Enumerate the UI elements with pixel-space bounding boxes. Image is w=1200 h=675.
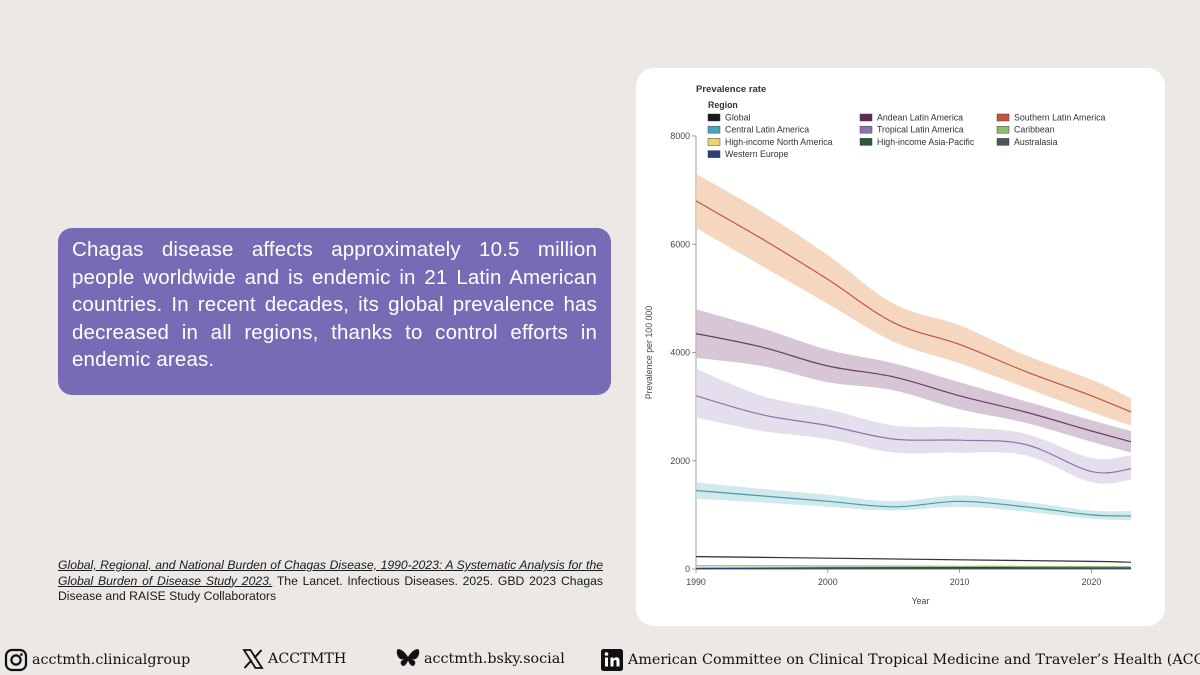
x-icon (242, 648, 264, 670)
legend-label-global: Global (725, 113, 750, 123)
y-tick-label-2000: 2000 (670, 456, 690, 466)
band-southern-latin-america (696, 173, 1131, 426)
instagram-handle: acctmth.clinicalgroup (32, 652, 191, 668)
linkedin-icon (600, 648, 624, 672)
y-tick-label-4000: 4000 (670, 348, 690, 358)
x-axis-label: Year (912, 596, 930, 606)
legend-label-andean-latin-america: Andean Latin America (877, 113, 963, 123)
legend-item-australasia: Australasia (996, 137, 1058, 147)
legend-swatch-high-income-asia-pacific (859, 138, 873, 146)
prevalence-chart: Prevalence rate Region Global Andean Latin … (644, 84, 1132, 606)
instagram-icon (4, 648, 28, 672)
legend-label-australasia: Australasia (1014, 137, 1058, 147)
legend-label-high-income-north-america: High-income North America (725, 137, 833, 147)
legend-label-western-europe: Western Europe (725, 149, 789, 159)
x-tick-label-2000: 2000 (818, 577, 838, 587)
y-tick-label-6000: 6000 (670, 239, 690, 249)
footer-bluesky[interactable]: acctmth.bsky.social (396, 648, 565, 670)
legend-swatch-high-income-north-america (707, 138, 721, 146)
band-tropical-latin-america (696, 368, 1131, 484)
legend-title: Region (708, 100, 738, 110)
legend-swatch-andean-latin-america (859, 113, 873, 122)
x-tick-label-2010: 2010 (950, 577, 970, 587)
info-card: Chagas disease affects approximately 10.… (58, 228, 611, 395)
footer-x[interactable]: ACCTMTH (242, 648, 346, 670)
band-andean-latin-america (696, 309, 1131, 453)
line-western-europe (695, 566, 1132, 570)
legend-item-high-income-asia-pacific: High-income Asia-Pacific (859, 137, 975, 147)
bluesky-handle: acctmth.bsky.social (424, 651, 565, 667)
x-handle: ACCTMTH (268, 651, 347, 667)
linkedin-name: American Committee on Clinical Tropical … (628, 652, 1200, 668)
legend-label-high-income-asia-pacific: High-income Asia-Pacific (877, 137, 975, 147)
legend-item-tropical-latin-america: Tropical Latin America (859, 125, 964, 135)
y-tick-label-0: 0 (685, 564, 690, 574)
y-axis-label: Prevalence per 100 000 (644, 306, 654, 400)
legend-item-caribbean: Caribbean (996, 125, 1055, 135)
line-caribbean (695, 565, 1132, 568)
legend-label-southern-latin-america: Southern Latin America (1014, 113, 1106, 123)
legend-swatch-southern-latin-america (996, 113, 1010, 122)
band-central-latin-america (696, 482, 1131, 521)
info-text: Chagas disease affects approximately 10.… (72, 238, 597, 371)
chart-card: Prevalence rate Region Global Andean Latin … (636, 68, 1165, 626)
citation-rest: The Lancet. Infectious Diseases. 2025. G… (58, 573, 603, 604)
citation-link[interactable]: Global, Regional, and National Burden of… (58, 558, 603, 588)
legend-swatch-central-latin-america (707, 125, 721, 134)
legend-label-caribbean: Caribbean (1014, 125, 1055, 135)
legend-swatch-global (707, 113, 721, 122)
footer-linkedin[interactable]: American Committee on Clinical Tropical … (600, 648, 1200, 672)
legend-swatch-tropical-latin-america (859, 125, 873, 134)
footer-instagram[interactable]: acctmth.clinicalgroup (4, 648, 190, 672)
butterfly-icon (396, 648, 420, 670)
legend-swatch-western-europe (707, 150, 721, 158)
footer: acctmth.clinicalgroup ACCTMTH acctmth.bs… (0, 644, 1200, 675)
line-southern-latin-america (695, 200, 1132, 413)
legend-item-andean-latin-america: Andean Latin America (859, 113, 963, 123)
legend-item-central-latin-america: Central Latin America (707, 125, 809, 135)
citation: Global, Regional, and National Burden of… (58, 558, 603, 605)
line-central-latin-america (695, 489, 1132, 517)
legend-label-tropical-latin-america: Tropical Latin America (877, 125, 964, 135)
x-tick-label-1990: 1990 (686, 577, 706, 587)
line-andean-latin-america (695, 333, 1132, 443)
x-tick-label-2020: 2020 (1082, 577, 1102, 587)
legend-item-southern-latin-america: Southern Latin America (996, 113, 1106, 123)
chart-title: Prevalence rate (696, 84, 766, 95)
legend-item-global: Global (707, 113, 750, 123)
legend-item-western-europe: Western Europe (707, 149, 789, 159)
legend-swatch-caribbean (996, 125, 1010, 134)
legend-label-central-latin-america: Central Latin America (725, 125, 809, 135)
line-global (695, 556, 1132, 563)
legend-swatch-australasia (996, 138, 1010, 146)
legend-item-high-income-north-america: High-income North America (707, 137, 833, 147)
line-tropical-latin-america (695, 395, 1132, 474)
y-tick-label-8000: 8000 (670, 131, 690, 141)
